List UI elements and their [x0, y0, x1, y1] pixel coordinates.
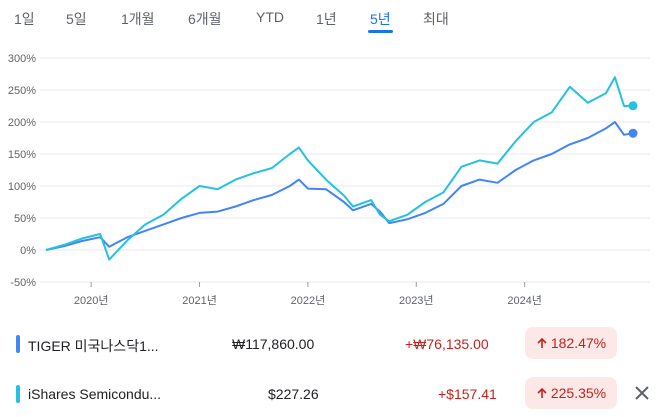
- series-color-swatch: [16, 335, 20, 353]
- tab-max[interactable]: 최대: [423, 9, 449, 29]
- series-line-tiger: [45, 121, 634, 251]
- x-tick-label: 2024년: [507, 294, 542, 307]
- y-tick-label: -50%: [10, 277, 36, 289]
- arrow-up-icon: [537, 337, 547, 348]
- tab-ytd[interactable]: YTD: [256, 9, 284, 25]
- tab-label: 최대: [423, 11, 449, 27]
- series-line-ishares: [45, 76, 634, 261]
- tab-label: 5일: [66, 11, 87, 27]
- series-endpoint-dot: [628, 101, 638, 111]
- active-tab-indicator: [368, 30, 393, 33]
- time-range-tabs: 1일 5일 1개월 6개월 YTD 1년 5년 최대: [0, 0, 665, 34]
- comparison-line-chart[interactable]: 300% 250% 200% 150% 100% 50% 0% -50% 2020년 2021년 2…: [0, 40, 665, 320]
- tab-label: 1개월: [121, 11, 155, 27]
- tab-label: YTD: [256, 9, 284, 25]
- percent-change-badge: 225.35%: [525, 377, 617, 409]
- price-change: +₩76,135.00: [405, 336, 489, 352]
- security-name: TIGER 미국나스닥1...: [28, 338, 159, 354]
- y-tick-label: 250%: [8, 85, 36, 97]
- security-price: $227.26: [268, 386, 319, 402]
- arrow-up-icon: [537, 387, 547, 398]
- tab-1d[interactable]: 1일: [14, 9, 35, 29]
- tab-label: 6개월: [188, 11, 222, 27]
- close-icon[interactable]: [630, 381, 654, 405]
- x-tick-label: 2020년: [74, 294, 109, 307]
- y-tick-label: 300%: [8, 53, 36, 65]
- price-change: +$157.41: [438, 386, 497, 402]
- tab-1m[interactable]: 1개월: [121, 9, 155, 29]
- tab-label: 1년: [316, 11, 337, 27]
- percent-change-value: 182.47%: [550, 335, 607, 351]
- tab-1y[interactable]: 1년: [316, 9, 337, 29]
- y-tick-label: 150%: [8, 149, 36, 161]
- y-tick-label: 50%: [14, 213, 36, 225]
- series-color-swatch: [16, 385, 20, 403]
- security-price: ₩117,860.00: [232, 336, 315, 352]
- tab-label: 5년: [370, 11, 391, 27]
- y-tick-label: 200%: [8, 117, 36, 129]
- tab-5d[interactable]: 5일: [66, 9, 87, 29]
- legend-row-ishares[interactable]: iShares Semicondu... $227.26 +$157.41 22…: [0, 377, 665, 417]
- percent-change-value: 225.35%: [550, 385, 607, 401]
- x-tick-label: 2022년: [291, 294, 326, 307]
- x-tick-label: 2023년: [399, 294, 434, 307]
- tab-label: 1일: [14, 11, 35, 27]
- percent-change-badge: 182.47%: [525, 327, 617, 359]
- legend-row-tiger[interactable]: TIGER 미국나스닥1... ₩117,860.00 +₩76,135.00 …: [0, 327, 665, 367]
- tab-5y[interactable]: 5년: [368, 9, 393, 33]
- x-tick-label: 2021년: [182, 294, 217, 307]
- tab-6m[interactable]: 6개월: [188, 9, 222, 29]
- y-tick-label: 0%: [20, 245, 36, 257]
- series-endpoint-dot: [628, 128, 638, 138]
- y-tick-label: 100%: [8, 181, 36, 193]
- security-name: iShares Semicondu...: [28, 386, 162, 402]
